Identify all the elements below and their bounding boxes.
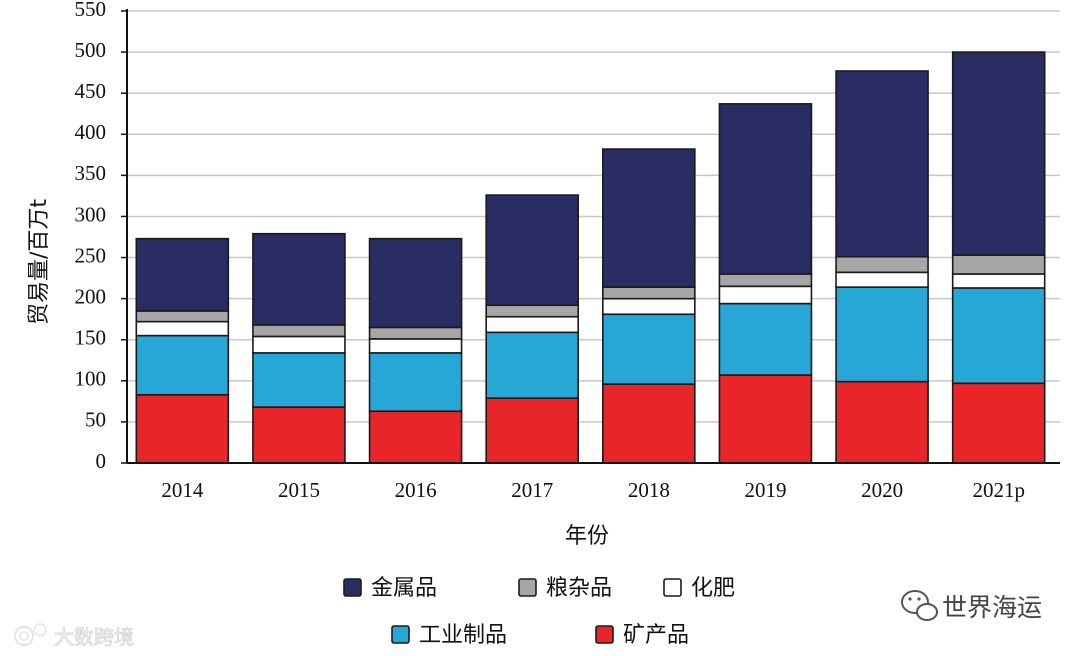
bar-segment-2021p-化肥	[951, 273, 1046, 289]
y-tick-label: 550	[75, 0, 107, 21]
y-tick-label: 0	[96, 449, 107, 473]
bar-segment-2020-金属品	[835, 70, 929, 258]
x-tick-label: 2015	[278, 478, 320, 502]
bar-segment-2020-工业制品	[835, 286, 929, 383]
bar-segment-2021p-工业制品	[951, 287, 1046, 385]
bar-stack-2021p	[951, 51, 1046, 464]
weibo-logo-icon	[14, 623, 47, 646]
x-tick-label: 2017	[511, 478, 553, 502]
bar-segment-2020-粮杂品	[835, 255, 929, 274]
legend-item-粮杂品: 粮杂品	[518, 576, 612, 601]
x-tick-label: 2020	[861, 478, 903, 502]
x-tick-label: 2016	[395, 478, 437, 502]
x-tick-label: 2014	[161, 478, 204, 502]
watermark-left: 大数跨境	[14, 623, 134, 649]
bar-segment-2014-金属品	[135, 237, 230, 312]
x-axis-title: 年份	[565, 524, 609, 549]
bar-stack-2016	[368, 237, 463, 464]
bar-segment-2016-化肥	[368, 338, 463, 354]
bar-segment-2018-矿产品	[602, 383, 696, 464]
y-tick-label: 400	[75, 120, 107, 144]
y-tick-label: 500	[75, 38, 107, 62]
bar-segment-2017-矿产品	[485, 397, 579, 464]
legend-swatch	[343, 578, 362, 597]
bar-segment-2016-矿产品	[368, 410, 463, 464]
bar-segment-2021p-金属品	[951, 51, 1046, 256]
watermark-right: 世界海运	[901, 590, 1042, 622]
bar-segment-2019-化肥	[718, 285, 813, 305]
legend-label: 工业制品	[419, 623, 507, 648]
bar-segment-2019-矿产品	[718, 374, 813, 464]
bar-segment-2017-化肥	[485, 315, 579, 334]
y-tick-label: 350	[75, 161, 107, 185]
y-tick-label: 200	[75, 284, 107, 308]
axes	[121, 9, 1060, 464]
legend-label: 矿产品	[623, 623, 689, 648]
bar-segment-2015-金属品	[252, 232, 346, 326]
bar-segment-2014-化肥	[135, 320, 230, 337]
bar-segment-2016-金属品	[368, 237, 463, 329]
watermark-right-text: 世界海运	[942, 593, 1042, 622]
bar-segment-2014-矿产品	[135, 393, 230, 464]
bar-segment-2014-粮杂品	[135, 310, 230, 323]
y-tick-label: 150	[75, 326, 107, 350]
y-axis-title: 贸易量/百万t	[27, 199, 52, 325]
bar-segment-2018-工业制品	[602, 313, 696, 385]
bar-segment-2017-工业制品	[485, 331, 579, 399]
bar-segment-2015-粮杂品	[252, 324, 346, 338]
bar-segment-2021p-矿产品	[951, 382, 1046, 464]
legend-item-矿产品: 矿产品	[595, 623, 689, 648]
bar-segment-2018-粮杂品	[602, 286, 696, 300]
bars	[135, 51, 1046, 464]
legend-swatch	[663, 578, 682, 597]
bar-segment-2018-金属品	[602, 148, 696, 288]
y-tick-label: 250	[75, 243, 107, 267]
bar-segment-2020-化肥	[835, 271, 929, 288]
bar-segment-2014-工业制品	[135, 334, 230, 396]
bar-segment-2016-粮杂品	[368, 326, 463, 340]
legend-item-化肥: 化肥	[663, 576, 735, 601]
bar-segment-2015-矿产品	[252, 406, 346, 464]
legend-swatch	[518, 578, 537, 597]
bar-segment-2020-矿产品	[835, 380, 929, 464]
bar-segment-2016-工业制品	[368, 352, 463, 413]
y-tick-label: 50	[85, 408, 106, 432]
legend-swatch	[391, 625, 410, 644]
legend-label: 粮杂品	[546, 576, 612, 601]
y-tick-label: 100	[75, 367, 107, 391]
tick-labels: 0 50 100 150 200 250 300 350 400 450 500 550 2014 201…	[75, 0, 1025, 502]
x-tick-label: 2019	[744, 478, 786, 502]
legend-label: 金属品	[371, 576, 437, 601]
legend-swatch	[595, 625, 614, 644]
bar-stack-2015	[252, 232, 346, 464]
legend-item-金属品: 金属品	[343, 576, 437, 601]
wechat-logo-icon	[901, 590, 938, 621]
legend-label: 化肥	[691, 576, 735, 601]
legend-item-工业制品: 工业制品	[391, 623, 507, 648]
bar-stack-2020	[835, 70, 929, 464]
bar-segment-2019-粮杂品	[718, 273, 813, 288]
bar-segment-2017-粮杂品	[485, 304, 579, 318]
bar-segment-2021p-粮杂品	[951, 254, 1046, 275]
x-tick-label: 2021p	[972, 478, 1025, 502]
bar-segment-2015-化肥	[252, 335, 346, 354]
bar-segment-2017-金属品	[485, 194, 579, 307]
bar-stack-2017	[485, 194, 579, 464]
x-tick-label: 2018	[628, 478, 670, 502]
bar-segment-2019-金属品	[718, 103, 813, 275]
bar-segment-2018-化肥	[602, 297, 696, 316]
y-tick-label: 300	[75, 202, 107, 226]
y-tick-label: 450	[75, 79, 107, 103]
bar-segment-2015-工业制品	[252, 352, 346, 408]
watermark-left-text: 大数跨境	[54, 625, 134, 649]
bar-stack-2019	[718, 103, 813, 464]
bar-stack-2018	[602, 148, 696, 464]
bar-segment-2019-工业制品	[718, 302, 813, 376]
bar-stack-2014	[135, 237, 230, 464]
